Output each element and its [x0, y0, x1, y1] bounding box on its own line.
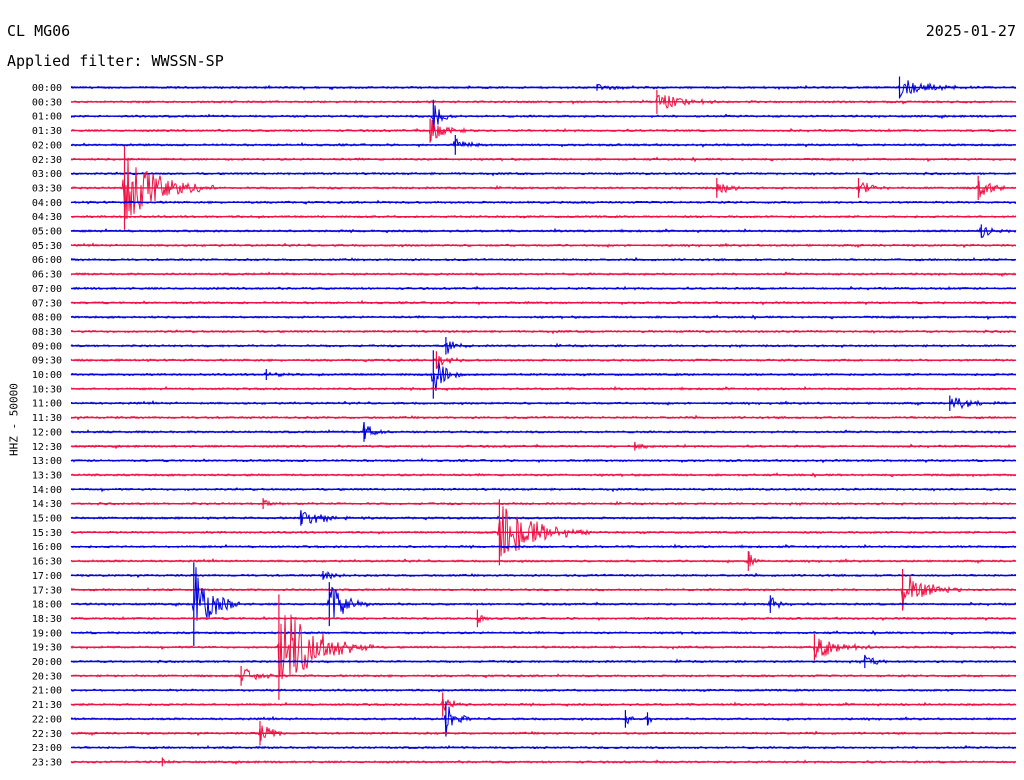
time-tick-label: 18:30	[32, 614, 62, 625]
time-tick-label: 09:00	[32, 341, 62, 352]
time-tick-label: 03:30	[32, 183, 62, 194]
time-tick-label: 01:00	[32, 112, 62, 123]
time-tick-label: 11:00	[32, 399, 62, 410]
time-tick-label: 00:30	[32, 97, 62, 108]
trace-row-2000	[70, 654, 1017, 665]
trace-row-0930	[70, 355, 1017, 369]
time-tick-label: 23:00	[32, 743, 62, 754]
time-tick-label: 22:00	[32, 714, 62, 725]
time-tick-label: 16:00	[32, 542, 62, 553]
date-label: 2025-01-27	[925, 22, 1016, 40]
time-tick-label: 20:00	[32, 657, 62, 668]
trace-row-2030	[70, 668, 1017, 682]
time-tick-label: 12:30	[32, 442, 62, 453]
time-tick-label: 01:30	[32, 126, 62, 137]
time-tick-label: 21:00	[32, 686, 62, 697]
time-tick-label: 05:00	[32, 227, 62, 238]
time-tick-label: 18:00	[32, 600, 62, 611]
time-tick-label: 11:30	[32, 413, 62, 424]
time-tick-label: 03:00	[32, 169, 62, 180]
time-tick-label: 02:30	[32, 155, 62, 166]
time-tick-label: 00:00	[32, 83, 62, 94]
time-tick-label: 15:30	[32, 528, 62, 539]
trace-row-1500	[70, 510, 1017, 525]
time-tick-label: 06:30	[32, 270, 62, 281]
trace-row-0500	[70, 226, 1017, 239]
time-tick-label: 10:30	[32, 384, 62, 395]
time-tick-label: 23:30	[32, 757, 62, 768]
time-tick-label: 09:30	[32, 356, 62, 367]
time-tick-label: 08:00	[32, 313, 62, 324]
trace-row-0900	[70, 341, 1017, 354]
time-tick-label: 16:30	[32, 557, 62, 568]
time-tick-label: 10:00	[32, 370, 62, 381]
trace-row-0200	[70, 138, 1017, 148]
trace-row-1000	[70, 362, 1017, 391]
station-title: CL MG06	[7, 22, 71, 40]
time-tick-label: 15:00	[32, 514, 62, 525]
trace-row-1630	[70, 551, 1017, 567]
time-tick-labels: 00:00 00:30 01:00 01:30 02:00 02:30 03:00 03:30…	[32, 83, 62, 768]
time-tick-label: 02:00	[32, 140, 62, 151]
time-tick-label: 13:00	[32, 456, 62, 467]
time-tick-label: 14:00	[32, 485, 62, 496]
time-tick-label: 20:30	[32, 671, 62, 682]
time-tick-label: 04:30	[32, 212, 62, 223]
time-tick-label: 17:30	[32, 585, 62, 596]
trace-row-1200	[70, 421, 1017, 440]
trace-row-1830	[70, 615, 1017, 624]
time-tick-label: 14:30	[32, 499, 62, 510]
time-tick-label: 21:30	[32, 700, 62, 711]
filter-label: Applied filter: WWSSN-SP	[7, 52, 224, 70]
time-tick-label: 08:30	[32, 327, 62, 338]
trace-row-2200	[70, 706, 1017, 736]
time-tick-label: 22:30	[32, 729, 62, 740]
time-tick-label: 04:00	[32, 198, 62, 209]
trace-row-1530	[70, 506, 1017, 557]
time-tick-label: 17:00	[32, 571, 62, 582]
trace-row-0000	[70, 80, 1017, 99]
time-tick-label: 13:30	[32, 470, 62, 481]
time-tick-label: 19:30	[32, 643, 62, 654]
trace-row-0100	[70, 105, 1017, 131]
time-tick-label: 07:30	[32, 298, 62, 309]
seismic-traces	[70, 76, 1017, 767]
time-tick-label: 19:00	[32, 628, 62, 639]
time-tick-label: 12:00	[32, 427, 62, 438]
time-tick-label: 07:00	[32, 284, 62, 295]
time-tick-label: 05:30	[32, 241, 62, 252]
time-tick-label: 06:00	[32, 255, 62, 266]
